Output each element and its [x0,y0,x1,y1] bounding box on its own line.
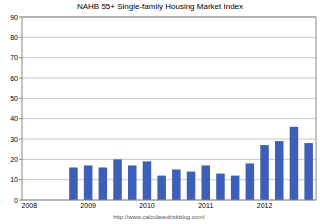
bar [201,165,210,200]
x-tick-label: 2008 [22,202,38,209]
y-tick-label: 70 [10,54,18,61]
bar [84,165,93,200]
bar [99,167,108,200]
bar [231,176,240,200]
x-tick-label: 2011 [198,202,213,209]
bar [143,161,152,200]
grid-line [22,118,316,119]
y-tick-label: 40 [10,115,18,122]
y-tick-label: 60 [10,75,18,82]
bar [69,167,78,200]
grid-line [22,98,316,99]
chart: NAHB 55+ Single-family Housing Market In… [0,0,320,224]
bar [216,174,225,200]
title: NAHB 55+ Single-family Housing Market In… [77,2,243,11]
y-tick-label: 30 [10,136,18,143]
y-tick-label: 20 [10,156,18,163]
bar [275,141,284,200]
x-tick-label: 2009 [80,202,96,209]
y-tick-label: 50 [10,95,18,102]
bar [157,176,166,200]
bar [172,170,181,201]
y-tick-label: 80 [10,34,18,41]
source: http://www.calculatedriskblog.com/ [113,214,205,220]
y-tick-label: 0 [14,197,18,204]
bar [304,143,313,200]
x-tick-label: 2010 [139,202,155,209]
bar [187,172,196,200]
bar [260,145,269,200]
bar [246,163,255,200]
grid-line [22,139,316,140]
grid-line [22,78,316,79]
grid-line [22,37,316,38]
y-tick-label: 10 [10,176,18,183]
grid-line [22,57,316,58]
bar [128,165,137,200]
bars [69,127,313,200]
x-tick-label: 2012 [257,202,273,209]
plot-frame [22,17,316,200]
grid-line [22,159,316,160]
bar [113,159,122,200]
y-tick-label: 90 [10,14,18,21]
grid-line [22,179,316,180]
bar [290,127,299,200]
